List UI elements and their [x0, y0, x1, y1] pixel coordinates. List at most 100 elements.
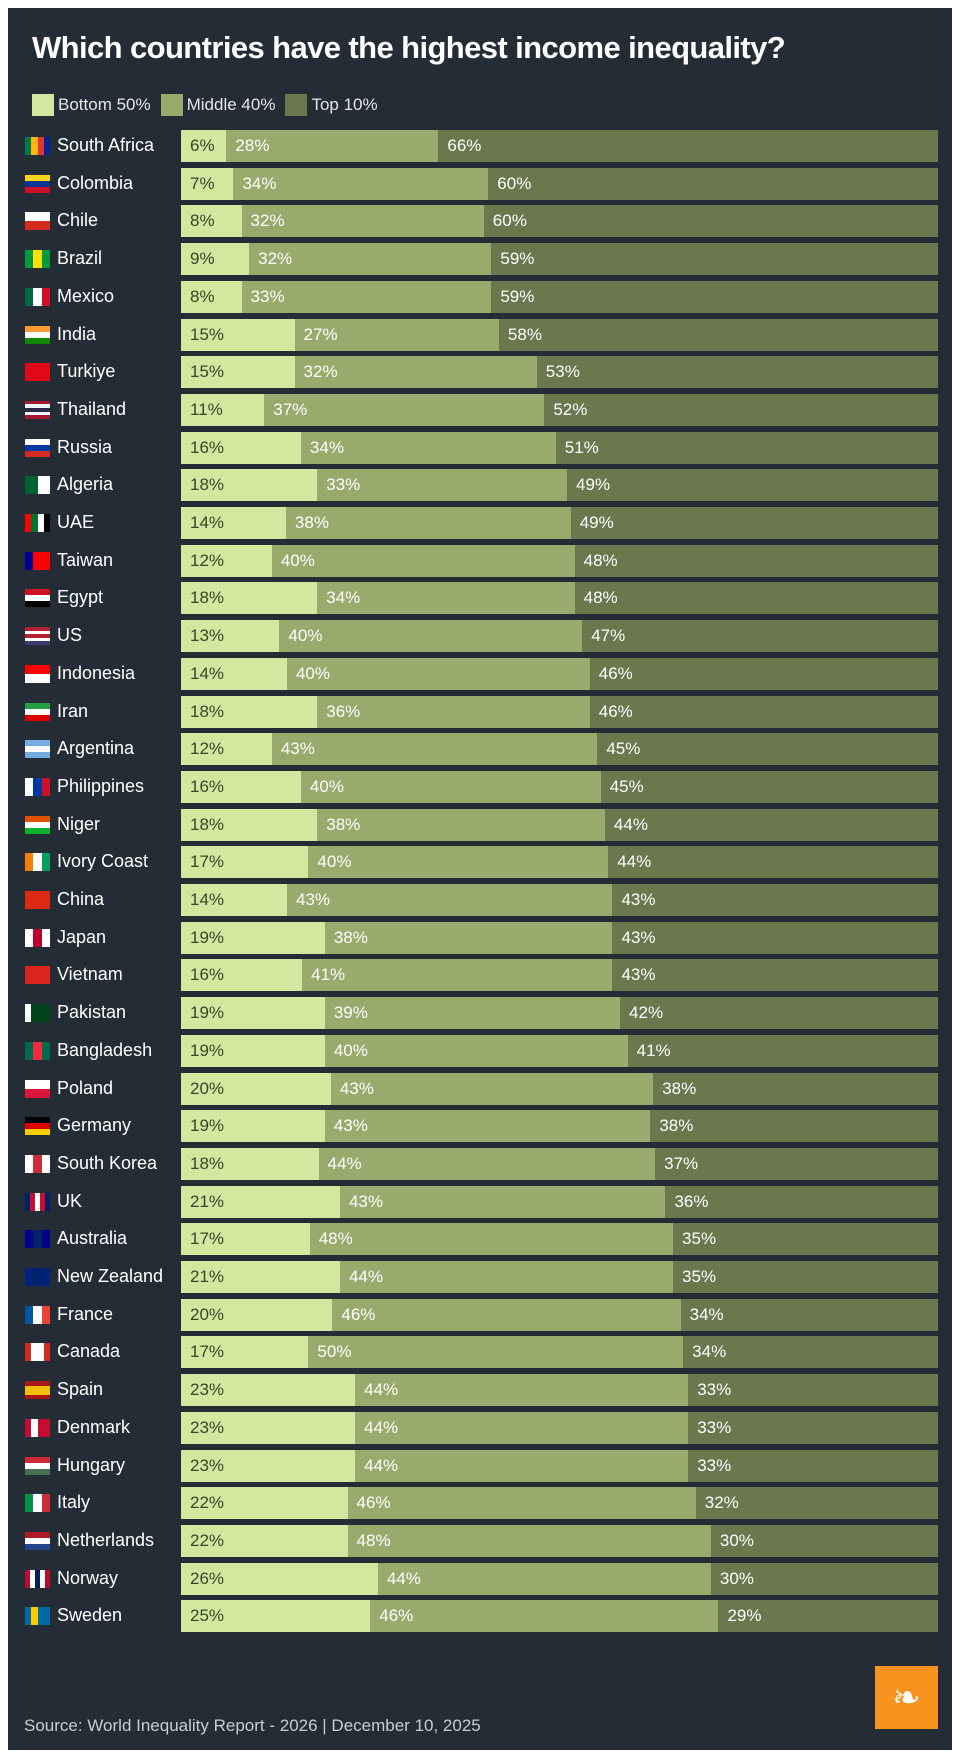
- data-label: 46%: [356, 1493, 391, 1513]
- flag-icon: [25, 1305, 50, 1324]
- data-label: 33%: [697, 1417, 732, 1437]
- stacked-bar: 15% 27% 58%: [181, 318, 938, 351]
- data-label: 22%: [190, 1493, 225, 1513]
- data-label: 33%: [250, 286, 285, 306]
- flag-icon: [25, 777, 50, 796]
- country-label: Netherlands: [57, 1529, 155, 1550]
- stacked-bar: 20% 43% 38%: [181, 1072, 938, 1105]
- bar-segment-bottom-50: 23%: [181, 1411, 356, 1444]
- data-label: 48%: [356, 1530, 391, 1550]
- stacked-bar: 17% 40% 44%: [181, 846, 938, 879]
- flag-stripe: [31, 1607, 38, 1626]
- flag-stripe: [41, 551, 50, 570]
- flag-icon: [25, 966, 50, 985]
- flag-stripe: [41, 250, 50, 269]
- data-label: 30%: [719, 1530, 754, 1550]
- flag-stripe: [33, 1154, 42, 1173]
- flag-icon: [25, 137, 50, 155]
- data-label: 38%: [294, 513, 329, 532]
- bar-segment-bottom-50: 23%: [181, 1449, 356, 1482]
- bar-segment-top-10: 38%: [650, 1110, 938, 1143]
- data-label: 34%: [689, 1304, 724, 1324]
- bar-row: Iran 18% 36% 46%: [8, 695, 952, 728]
- flag-stripe: [25, 1192, 30, 1211]
- data-label: 37%: [273, 399, 308, 419]
- bar-segment-top-10: 60%: [488, 167, 938, 200]
- bar-segment-bottom-50: 22%: [181, 1487, 348, 1520]
- bar-segment-bottom-50: 20%: [181, 1298, 333, 1331]
- flag-stripe: [25, 1123, 50, 1130]
- data-label: 60%: [497, 173, 532, 193]
- data-label: 35%: [682, 1267, 717, 1286]
- data-label: 23%: [190, 1380, 225, 1400]
- bar-segment-middle-40: 44%: [355, 1374, 689, 1407]
- bar-segment-middle-40: 37%: [264, 393, 545, 426]
- bar-segment-middle-40: 43%: [286, 884, 613, 916]
- data-label: 40%: [309, 776, 344, 796]
- bar-segment-middle-40: 44%: [318, 1147, 656, 1180]
- country-label: Brazil: [57, 248, 103, 269]
- data-label: 20%: [190, 1078, 225, 1098]
- bar-segment-top-10: 43%: [612, 921, 938, 954]
- flag-stripe: [41, 1305, 50, 1324]
- bar-segment-middle-40: 40%: [308, 846, 609, 879]
- flag-stripe: [43, 514, 50, 532]
- bar-segment-middle-40: 33%: [241, 280, 492, 313]
- bar-segment-middle-40: 36%: [317, 695, 590, 728]
- bar-segment-bottom-50: 19%: [181, 1110, 325, 1143]
- flag-stripe: [25, 664, 50, 674]
- flag-stripe: [25, 404, 50, 409]
- bar-row: Japan 19% 38% 43%: [8, 921, 952, 954]
- bar-segment-bottom-50: 16%: [181, 770, 301, 803]
- data-label: 19%: [190, 1116, 225, 1136]
- bar-segment-middle-40: 34%: [317, 582, 575, 615]
- data-label: 18%: [190, 475, 225, 495]
- data-label: 14%: [190, 663, 225, 683]
- bar-segment-top-10: 46%: [589, 657, 938, 690]
- flag-stripe: [43, 1343, 50, 1362]
- country-label: Japan: [57, 926, 107, 947]
- flag-icon: [25, 1041, 50, 1060]
- country-label: Poland: [57, 1077, 114, 1098]
- bar-segment-middle-40: 40%: [279, 620, 583, 653]
- flag-stripe: [25, 1041, 34, 1060]
- country-label: China: [57, 889, 105, 909]
- flag-icon: [25, 1230, 50, 1249]
- bar-row: UK 21% 43% 36%: [8, 1185, 952, 1218]
- country-label: Turkiye: [57, 361, 116, 382]
- bar-row: Hungary 23% 44% 33%: [8, 1449, 952, 1482]
- data-label: 19%: [190, 1040, 225, 1060]
- data-label: 49%: [576, 475, 611, 495]
- flag-stripe: [25, 634, 50, 638]
- country-label: Indonesia: [57, 662, 136, 683]
- data-label: 60%: [492, 211, 527, 231]
- flag-stripe: [43, 1607, 50, 1626]
- flag-stripe: [25, 476, 38, 495]
- flag-stripe: [25, 1607, 32, 1626]
- bar-segment-middle-40: 50%: [308, 1336, 684, 1369]
- flag-stripe: [37, 514, 44, 532]
- flag-stripe: [33, 1268, 42, 1286]
- stacked-bar: 20% 46% 34%: [181, 1298, 938, 1331]
- flag-stripe: [25, 595, 50, 602]
- bar-row: Poland 20% 43% 38%: [8, 1072, 952, 1105]
- legend-swatch-bottom: [32, 94, 54, 116]
- bar-segment-bottom-50: 26%: [181, 1562, 378, 1595]
- data-label: 34%: [242, 173, 277, 193]
- flag-icon: [25, 1381, 50, 1400]
- flag-stripe: [25, 1494, 34, 1513]
- flag-stripe: [25, 551, 34, 570]
- legend-label: Top 10%: [311, 95, 378, 114]
- flag-stripe: [35, 1569, 40, 1588]
- bar-segment-bottom-50: 19%: [181, 997, 325, 1030]
- chart-panel: Which countries have the highest income …: [8, 8, 952, 1750]
- data-label: 59%: [500, 286, 535, 306]
- flag-icon: [25, 514, 50, 532]
- flag-stripe: [25, 212, 50, 222]
- bar-segment-middle-40: 44%: [377, 1562, 711, 1595]
- bar-segment-middle-40: 43%: [330, 1072, 654, 1105]
- bar-segment-bottom-50: 14%: [181, 507, 286, 539]
- flag-icon: [25, 438, 50, 457]
- data-label: 19%: [190, 927, 225, 947]
- bar-row: Ivory Coast 17% 40% 44%: [8, 846, 952, 879]
